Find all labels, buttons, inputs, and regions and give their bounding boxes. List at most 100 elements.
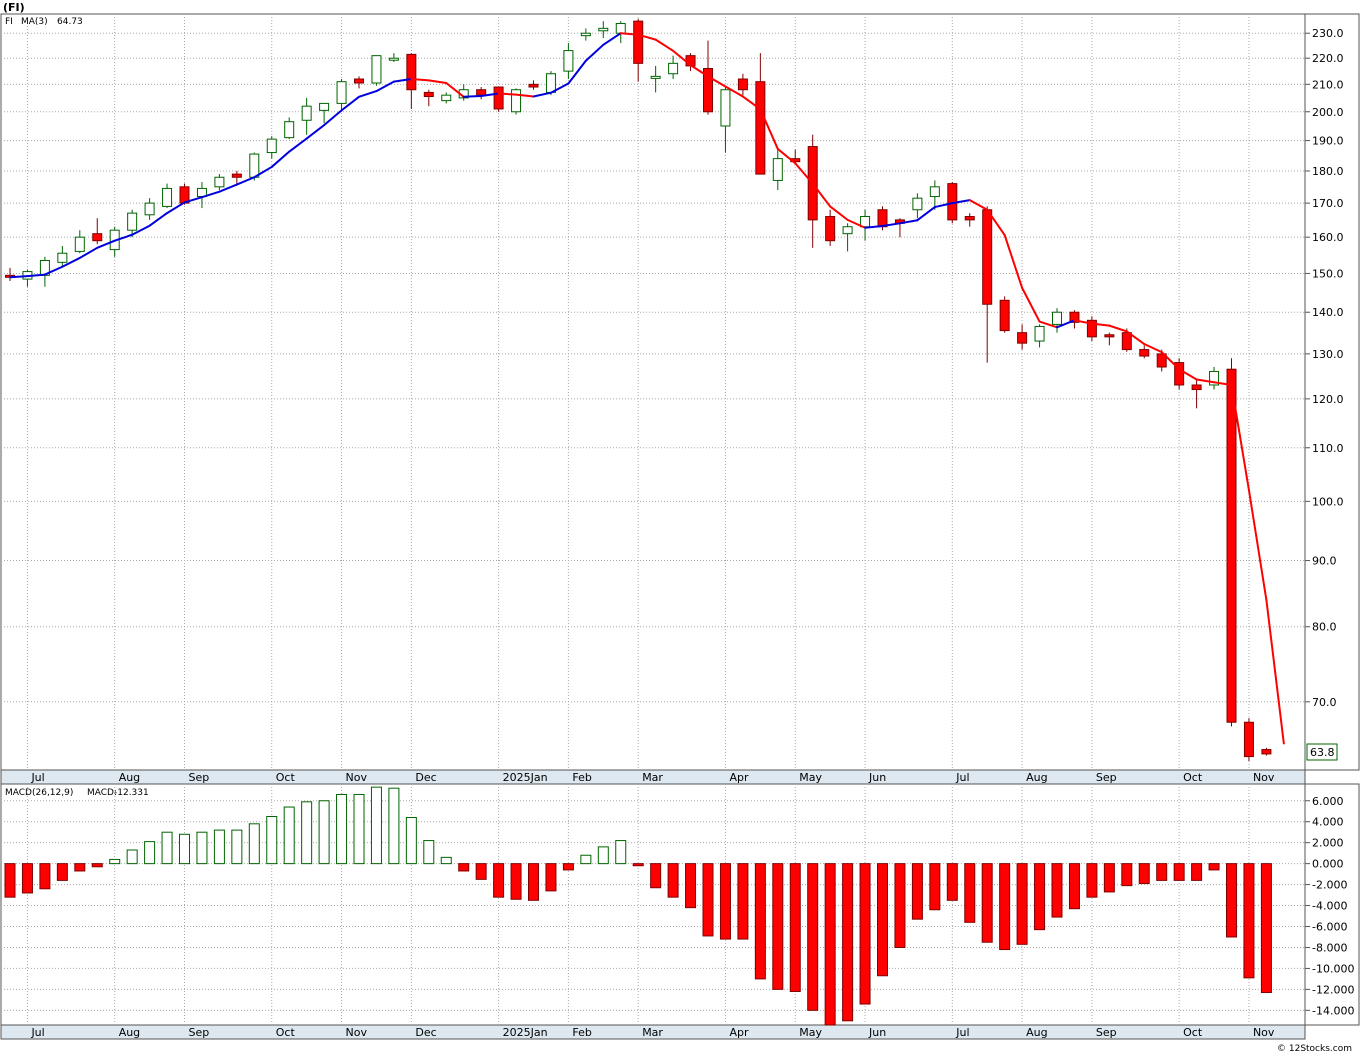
macd-bar-negative <box>894 863 906 948</box>
ma-segment <box>358 90 378 98</box>
macd-x-tick-label: Oct <box>1183 1026 1203 1039</box>
price-tick-label: 90.0 <box>1312 555 1337 568</box>
price-x-tick-label: Nov <box>1253 771 1275 784</box>
macd-bar-negative <box>929 863 941 911</box>
macd-bar-positive <box>405 817 417 865</box>
price-x-tick-label: Apr <box>729 771 749 784</box>
macd-bar-negative <box>1051 863 1063 918</box>
price-x-tick-label: Oct <box>276 771 296 784</box>
candle-down <box>1139 349 1150 357</box>
symbol-title: (FI) <box>3 1 25 14</box>
macd-bar-positive <box>423 840 435 865</box>
macd-bar-negative <box>1086 863 1098 898</box>
candle-down <box>877 209 888 228</box>
macd-bar-negative <box>877 863 888 977</box>
macd-bar-positive <box>353 793 365 865</box>
ma-segment <box>515 93 535 98</box>
candle-down <box>92 233 103 242</box>
macd-tick-label: -2.000 <box>1312 879 1347 892</box>
macd-x-tick-label: Sep <box>1096 1026 1117 1039</box>
macd-bar-positive <box>615 840 627 865</box>
macd-tick-label: -10.000 <box>1312 962 1354 975</box>
macd-bar-negative <box>719 863 731 940</box>
ma-segment <box>445 82 465 98</box>
legend-macd-params: MACD(26,12,9) <box>5 788 73 798</box>
legend-macd-value: -12.331 <box>114 788 149 798</box>
macd-bar-negative <box>946 863 958 901</box>
ma-segment <box>707 75 727 88</box>
macd-bar-positive <box>336 793 348 865</box>
macd-tick-label: -14.000 <box>1312 1004 1354 1017</box>
macd-bar-negative <box>1208 863 1220 871</box>
candle-up <box>615 23 626 34</box>
candle-down <box>1174 362 1185 386</box>
ma-segment <box>829 205 849 221</box>
macd-x-tick-label: Aug <box>1026 1026 1047 1039</box>
macd-x-tick-label: Mar <box>642 1026 663 1039</box>
candle-up <box>388 57 399 61</box>
candle-up <box>772 158 783 181</box>
ma-segment <box>235 176 256 186</box>
candle-down <box>423 91 434 98</box>
ma-segment <box>288 137 308 153</box>
macd-x-tick-label: May <box>799 1026 822 1039</box>
macd-bar-negative <box>562 863 574 871</box>
price-tick-label: 70.0 <box>1312 696 1337 709</box>
macd-tick-label: 2.000 <box>1312 837 1344 850</box>
price-x-tick-label: Mar <box>642 771 663 784</box>
macd-bar-negative <box>1016 863 1028 945</box>
macd-bar-positive <box>597 846 609 865</box>
candle-up <box>441 94 452 102</box>
price-tick-label: 140.0 <box>1312 306 1344 319</box>
ma-segment <box>410 78 430 82</box>
macd-bar-negative <box>39 863 51 890</box>
ma-segment <box>1056 319 1076 329</box>
ma-segment <box>794 162 814 185</box>
candle-up <box>720 89 731 127</box>
macd-bar-negative <box>4 863 16 898</box>
candle-up <box>842 226 853 235</box>
macd-bar-positive <box>440 856 452 865</box>
ma-segment <box>654 38 675 52</box>
macd-bar-positive <box>248 823 260 865</box>
macd-x-tick-label: Apr <box>729 1026 749 1039</box>
price-tick-label: 150.0 <box>1312 267 1344 280</box>
ma-segment <box>78 246 99 259</box>
macd-bar-negative <box>859 863 871 1005</box>
ma-segment <box>183 196 203 204</box>
ma-segment <box>270 150 291 168</box>
ma-segment <box>724 85 744 98</box>
macd-bar-positive <box>213 829 225 865</box>
macd-bar-negative <box>91 863 103 868</box>
price-tick-label: 180.0 <box>1312 165 1344 178</box>
ma-segment <box>741 95 762 111</box>
macd-bar-positive <box>301 801 313 865</box>
macd-x-tick-label: Nov <box>346 1026 368 1039</box>
ma-segment <box>43 265 64 276</box>
ma-segment <box>113 233 134 242</box>
ma-segment <box>689 64 709 78</box>
macd-right-axis <box>1304 783 1360 1026</box>
macd-bar-negative <box>74 863 86 872</box>
ma-segment <box>253 165 273 179</box>
candle-down <box>1104 334 1115 338</box>
candle-up <box>301 105 312 121</box>
ma-segment <box>340 95 360 112</box>
ma-segment <box>567 59 587 85</box>
macd-bar-negative <box>981 863 993 943</box>
macd-bar-positive <box>388 787 400 865</box>
candle-up <box>336 81 347 104</box>
ma-segment <box>1178 368 1198 381</box>
ma-segment <box>497 92 518 96</box>
candle-up <box>1052 311 1062 325</box>
macd-bar-negative <box>911 863 923 920</box>
ma-segment <box>864 225 884 229</box>
macd-bar-positive <box>109 858 121 865</box>
ma-segment <box>375 80 395 93</box>
macd-bar-negative <box>1156 863 1168 881</box>
macd-bar-negative <box>1138 863 1150 885</box>
macd-bar-negative <box>1243 863 1255 979</box>
candle-down <box>354 78 364 84</box>
candle-up <box>162 187 173 207</box>
